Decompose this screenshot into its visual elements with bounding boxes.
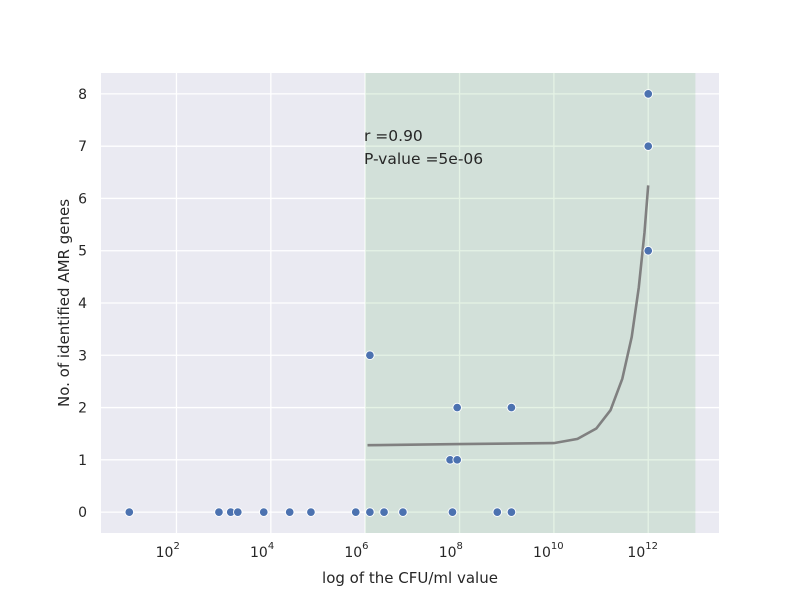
data-point-9: [379, 507, 389, 517]
scatter-points: [124, 89, 653, 517]
data-point-1: [214, 507, 224, 517]
y-tick-label-4: 4: [78, 296, 87, 312]
x-tick-label-5: 10 12: [627, 541, 658, 561]
shaded-region: [365, 73, 696, 533]
data-point-3: [233, 507, 243, 517]
x-tick-base: 10: [250, 545, 268, 561]
x-tick-base: 10: [533, 545, 551, 561]
y-tick-label-6: 6: [78, 191, 87, 207]
x-tick-label-2: 10 6: [344, 541, 368, 561]
x-tick-exponent: 4: [268, 541, 274, 552]
data-point-21: [643, 89, 653, 99]
x-axis-label: log of the CFU/ml value: [322, 569, 498, 587]
data-point-18: [365, 350, 375, 361]
data-point-13: [506, 507, 517, 517]
data-point-0: [124, 507, 135, 517]
data-point-12: [492, 507, 503, 517]
x-tick-exponent: 10: [551, 541, 564, 552]
x-tick-exponent: 6: [362, 541, 368, 552]
x-tick-labels: 10 2 10 4 10 6 10 8 10 10 10 12: [156, 541, 658, 561]
data-point-7: [350, 507, 361, 517]
plot-area: [101, 73, 719, 533]
annotation-p-value: P-value =5e-06: [364, 150, 483, 168]
y-tick-label-7: 7: [78, 139, 87, 155]
y-tick-label-3: 3: [78, 348, 87, 364]
y-tick-labels: 0 1 2 3 4 5 6 7 8: [78, 87, 87, 521]
x-tick-exponent: 8: [457, 541, 463, 552]
x-tick-base: 10: [344, 545, 362, 561]
y-tick-label-0: 0: [78, 505, 87, 521]
data-point-19: [643, 245, 653, 256]
x-tick-exponent: 12: [645, 541, 658, 552]
y-tick-label-1: 1: [78, 453, 87, 469]
annotation-r: r =0.90: [364, 127, 423, 145]
x-tick-base: 10: [156, 545, 174, 561]
data-point-4: [259, 507, 269, 517]
fit-line: [367, 185, 650, 447]
data-point-20: [643, 141, 653, 151]
data-point-15: [452, 455, 462, 465]
data-point-10: [398, 507, 408, 517]
data-point-8: [365, 507, 375, 517]
y-axis-label: No. of identified AMR genes: [55, 199, 73, 407]
x-tick-label-3: 10 8: [439, 541, 463, 561]
x-tick-base: 10: [627, 545, 645, 561]
data-point-16: [452, 402, 462, 413]
data-point-17: [506, 402, 517, 413]
y-tick-label-5: 5: [78, 244, 87, 260]
y-tick-label-8: 8: [78, 87, 87, 103]
data-point-6: [306, 507, 316, 517]
x-tick-exponent: 2: [173, 541, 179, 552]
data-point-5: [284, 507, 295, 517]
x-tick-label-4: 10 10: [533, 541, 564, 561]
x-tick-base: 10: [439, 545, 457, 561]
x-tick-label-1: 10 4: [250, 541, 274, 561]
data-point-11: [447, 507, 458, 517]
x-tick-label-0: 10 2: [156, 541, 180, 561]
y-tick-label-2: 2: [78, 401, 87, 417]
